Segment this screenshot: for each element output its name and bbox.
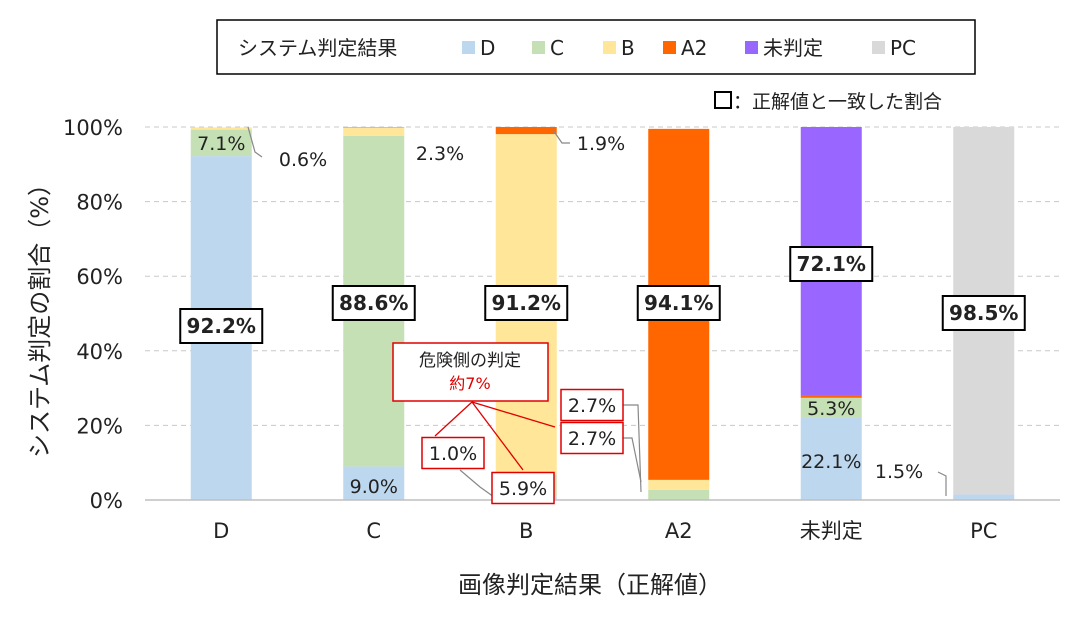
annotation-pointer-3 — [471, 401, 556, 428]
bar-segment — [800, 397, 862, 418]
data-label-box — [421, 436, 485, 470]
x-axis-title: 画像判定結果（正解値） — [458, 571, 722, 599]
y-tick-label: 60% — [76, 265, 123, 289]
bar-segment — [190, 127, 252, 130]
data-labels: 92.2% 88.6% 91.2% 94.1% 72.1% 98.5% 7.1% 0.6% 9.… — [179, 133, 1026, 505]
y-tick-label: 40% — [76, 340, 123, 364]
data-label: 98.5% — [949, 301, 1018, 325]
legend-swatch — [745, 41, 758, 54]
danger-annotation: 危険側の判定 約7% — [392, 342, 549, 402]
legend-entry-label: D — [480, 36, 495, 60]
leader-line-b-d — [459, 469, 495, 498]
bar-segment — [800, 395, 862, 398]
y-axis-title: システム判定の割合（%） — [26, 172, 54, 458]
data-label: 0.6% — [279, 149, 327, 171]
x-tick-label: A2 — [665, 519, 693, 543]
legend-note-text: ：正解値と一致した割合 — [733, 91, 942, 113]
data-label: 2.3% — [416, 143, 464, 165]
danger-annotation-title: 危険側の判定 — [419, 351, 521, 371]
bar-segment — [343, 466, 405, 500]
bar-segment — [343, 127, 405, 136]
data-label-box — [179, 308, 264, 344]
bar-segment — [953, 494, 1015, 500]
bar-segment — [190, 129, 252, 157]
data-label: 88.6% — [339, 291, 408, 315]
leader-line-a2-b — [623, 437, 642, 483]
legend-entry-label: PC — [890, 36, 916, 60]
y-tick-label: 80% — [76, 191, 123, 215]
annotation-pointer-1 — [434, 401, 473, 437]
danger-annotation-box — [392, 342, 549, 402]
leader-line-a2-c — [623, 404, 642, 493]
legend-swatch — [603, 41, 616, 54]
data-label: 9.0% — [350, 476, 398, 498]
data-label: 7.1% — [197, 133, 245, 155]
data-label-box — [331, 285, 416, 321]
x-tick-label: 未判定 — [800, 519, 863, 543]
legend: システム判定結果 D C B A2 未判定 PC — [216, 19, 976, 75]
data-label-box — [941, 295, 1026, 331]
data-label: 1.0% — [429, 443, 477, 465]
legend-note: ：正解値と一致した割合 — [714, 91, 942, 113]
y-tick-label: 0% — [90, 489, 123, 513]
gridlines — [145, 126, 1060, 426]
data-label: 1.5% — [875, 461, 923, 483]
data-label: 94.1% — [644, 291, 713, 315]
data-label: 91.2% — [492, 291, 561, 315]
data-label-box — [491, 471, 555, 505]
x-tick-label: B — [519, 519, 533, 543]
legend-box — [216, 19, 976, 75]
data-label-box — [789, 246, 874, 282]
match-box-icon — [714, 91, 732, 109]
y-tick-label: 20% — [76, 414, 123, 438]
bar-segment — [648, 489, 710, 500]
data-label-box — [636, 285, 721, 321]
bar-segment — [495, 127, 557, 135]
data-label: 1.9% — [577, 133, 625, 155]
data-label: 92.2% — [187, 314, 256, 338]
x-axis-ticks: D C B A2 未判定 PC — [213, 519, 997, 543]
y-tick-label: 100% — [63, 116, 123, 140]
data-label: 22.1% — [801, 451, 861, 473]
bar-segment — [648, 479, 710, 490]
leader-line-b-a2 — [552, 129, 570, 144]
annotation-pointer-2 — [471, 401, 524, 471]
legend-entries: D C B A2 未判定 PC — [462, 36, 916, 60]
x-tick-label: C — [366, 519, 381, 543]
leader-line-d-b — [247, 126, 263, 158]
y-axis-ticks: 0% 20% 40% 60% 80% 100% — [63, 116, 123, 513]
bar-segment — [800, 417, 862, 500]
data-label: 2.7% — [568, 428, 616, 450]
danger-annotation-value: 約7% — [449, 374, 490, 393]
legend-entry-label: A2 — [681, 36, 707, 60]
legend-entry-label: 未判定 — [763, 36, 823, 60]
legend-swatch — [532, 41, 545, 54]
leader-lines — [247, 126, 947, 498]
data-label-box — [560, 388, 624, 422]
data-label: 5.3% — [807, 398, 855, 420]
legend-entry-label: B — [621, 36, 635, 60]
leader-line-pc-d — [937, 471, 947, 496]
legend-entry-label: C — [550, 36, 564, 60]
legend-swatch — [872, 41, 885, 54]
legend-swatch — [663, 41, 676, 54]
legend-swatch — [462, 41, 475, 54]
x-tick-label: D — [213, 519, 229, 543]
data-label-box — [484, 285, 569, 321]
data-label: 72.1% — [797, 252, 866, 276]
data-label-box — [560, 421, 624, 455]
data-label: 2.7% — [568, 395, 616, 417]
x-tick-label: PC — [970, 519, 997, 543]
legend-title: システム判定結果 — [238, 36, 397, 60]
data-label: 5.9% — [499, 478, 547, 500]
